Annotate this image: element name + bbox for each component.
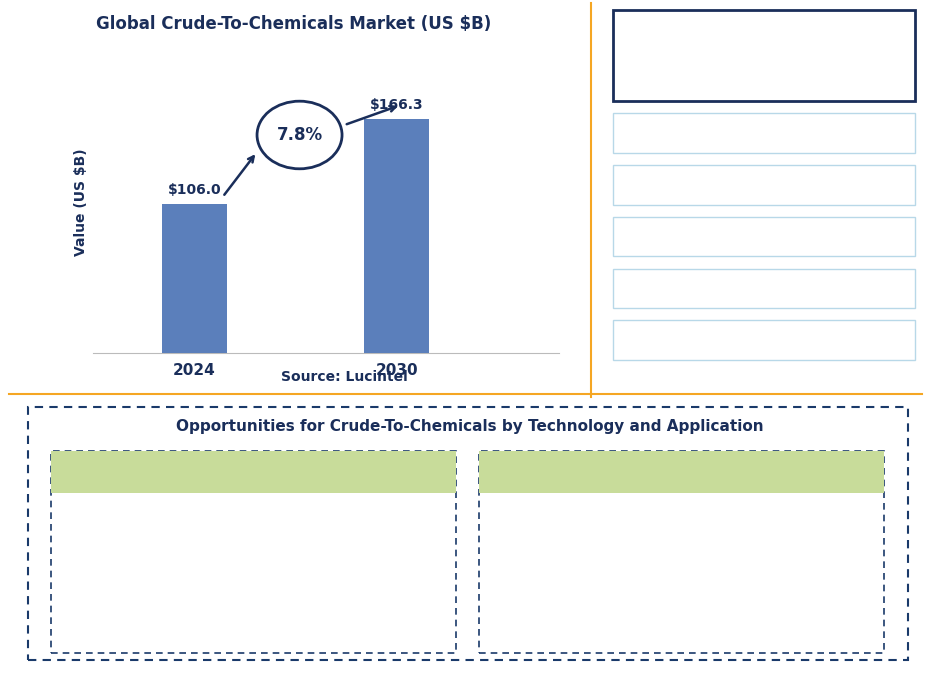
Text: • Rubber & Solvent: • Rubber & Solvent (494, 602, 628, 616)
Text: Application: Application (633, 464, 731, 479)
Text: ExxonMobil: ExxonMobil (721, 281, 807, 296)
Bar (364, 119, 429, 353)
Text: • Adhesives & Sealants: • Adhesives & Sealants (494, 505, 656, 519)
Text: $166.3: $166.3 (370, 98, 424, 112)
Y-axis label: Value (US $B): Value (US $B) (74, 148, 88, 256)
Text: • Paints & Coatings & Dyes: • Paints & Coatings & Dyes (494, 553, 683, 567)
Text: Sinopec: Sinopec (734, 332, 794, 348)
Text: • De-asphalting Technology: • De-asphalting Technology (66, 566, 258, 579)
Text: • Steam Cracking Technology: • Steam Cracking Technology (66, 517, 272, 531)
Text: • Surfactants: • Surfactants (494, 578, 587, 592)
Text: Global Crude-To-Chemicals Market (US $B): Global Crude-To-Chemicals Market (US $B) (96, 15, 491, 32)
Text: • Hydrocracking Technology: • Hydrocracking Technology (66, 614, 262, 629)
Text: Technology: Technology (206, 464, 302, 479)
Text: Saudi Arabian Oil: Saudi Arabian Oil (698, 125, 830, 141)
Text: $106.0: $106.0 (168, 183, 221, 197)
Text: Major Players of Crude-To-
Chemicals Market: Major Players of Crude-To- Chemicals Mar… (661, 39, 867, 72)
Text: Source: Lucintel: Source: Lucintel (281, 370, 408, 384)
Text: • Others: • Others (494, 627, 554, 641)
Text: Indian Oil: Indian Oil (728, 229, 800, 244)
Text: 7.8%: 7.8% (277, 126, 323, 144)
Text: Opportunities for Crude-To-Chemicals by Technology and Application: Opportunities for Crude-To-Chemicals by … (176, 419, 764, 433)
Bar (162, 204, 226, 353)
Text: Shell Global: Shell Global (719, 177, 809, 192)
Text: • Polymers: • Polymers (494, 529, 571, 543)
